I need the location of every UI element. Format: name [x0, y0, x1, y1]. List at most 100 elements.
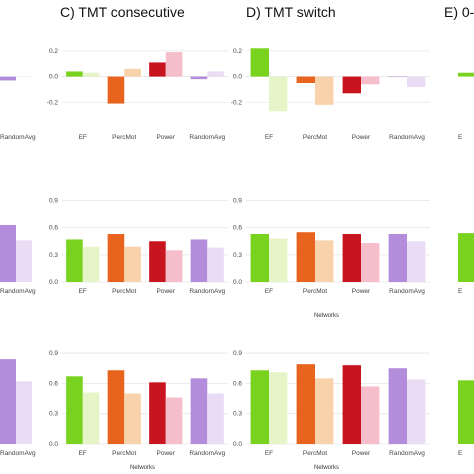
- y-tick-label: 0.0: [233, 279, 242, 286]
- x-tick-label: EF: [265, 134, 273, 141]
- bar-dark: [388, 76, 407, 78]
- y-tick-label: 0.3: [49, 411, 58, 418]
- panel-4: 0.0 0.3 0.6 0.9 EF PercMot Power RandomAvg: [49, 348, 228, 457]
- x-tick-label: EF: [79, 134, 87, 141]
- bar-dark: [342, 365, 361, 444]
- bar-dark: [296, 364, 315, 444]
- y-tick-label: 0.6: [233, 380, 242, 387]
- bar-dark: [0, 359, 16, 444]
- x-tick-label: Power: [157, 134, 176, 141]
- bar-light: [315, 76, 334, 105]
- bar-dark: [149, 382, 166, 444]
- bar-light: [269, 76, 288, 112]
- x-tick-label: E: [458, 288, 463, 295]
- left-panel-1: RandomAvg: [0, 196, 36, 295]
- y-tick-label: 0.9: [233, 350, 242, 357]
- y-tick-label: -0.2: [47, 99, 59, 106]
- bar-dark: [66, 71, 83, 77]
- bar-dark: [190, 378, 208, 444]
- bar-dark: [342, 76, 361, 94]
- y-tick-label: -0.2: [231, 99, 243, 106]
- x-tick-label: RandomAvg: [389, 134, 425, 141]
- y-tick-label: 0.0: [49, 74, 58, 81]
- x-tick-label: RandomAvg: [189, 134, 225, 141]
- y-tick-label: 0.3: [49, 252, 58, 259]
- x-tick-label: Power: [352, 134, 371, 141]
- bar-light: [124, 68, 141, 77]
- bar-light: [165, 397, 183, 444]
- bar-light: [315, 240, 334, 282]
- x-tick-label: Power: [157, 288, 176, 295]
- y-tick-label: 0.3: [233, 252, 242, 259]
- panel-2: 0.0 0.3 0.6 0.9 EF PercMot Power RandomAvg: [49, 196, 228, 295]
- bar-light: [16, 381, 32, 444]
- y-tick-label: 0.9: [233, 198, 242, 205]
- x-tick-label: RandomAvg: [0, 134, 36, 141]
- bar-dark: [107, 370, 125, 444]
- panel-d-title: D) TMT switch: [246, 4, 336, 20]
- x-tick-label: EF: [265, 288, 273, 295]
- y-tick-label: 0.2: [233, 48, 242, 55]
- x-tick-label: RandomAvg: [389, 288, 425, 295]
- right-panel-0: E: [452, 38, 474, 141]
- panel-0: -0.2 0.0 0.2 EF PercMot Power RandomAvg: [47, 38, 228, 141]
- y-tick-label: 0.2: [49, 48, 58, 55]
- y-tick-label: 0.0: [233, 441, 242, 448]
- bar-light: [124, 246, 141, 282]
- bar-light: [124, 393, 141, 444]
- bar-dark: [250, 370, 269, 444]
- y-tick-label: 0.6: [49, 225, 58, 232]
- col-d-x-axis-label: Networks: [314, 465, 340, 471]
- panel-1: -0.2 0.0 0.2 EF PercMot Power RandomAvg: [231, 38, 430, 141]
- bar-light: [82, 72, 100, 77]
- bar-light: [361, 386, 380, 444]
- bar-light: [82, 392, 100, 444]
- y-tick-label: 0.6: [49, 380, 58, 387]
- right-panel-2: E: [452, 348, 474, 457]
- bar-dark: [388, 234, 407, 282]
- y-tick-label: 0.9: [49, 198, 58, 205]
- bar-dark: [190, 76, 208, 80]
- bar-light: [361, 243, 380, 282]
- x-tick-label: E: [458, 450, 463, 457]
- x-tick-label: RandomAvg: [189, 288, 225, 295]
- bar-dark: [296, 76, 315, 83]
- bar-dark: [107, 76, 125, 104]
- x-tick-label: PercMot: [112, 450, 136, 457]
- left-panel-0: RandomAvg: [0, 38, 36, 141]
- bar-dark: [388, 368, 407, 444]
- bar-dark: [458, 72, 474, 77]
- bar-light: [407, 379, 426, 444]
- bar-dark: [342, 234, 361, 282]
- y-tick-label: 0.0: [233, 74, 242, 81]
- bar-dark: [250, 234, 269, 282]
- bar-dark: [296, 232, 315, 282]
- panel-background: [452, 38, 474, 128]
- col-c-x-axis-label: Networks: [130, 465, 156, 471]
- bar-light: [16, 240, 32, 282]
- bar-light: [269, 372, 288, 444]
- x-tick-label: E: [458, 134, 463, 141]
- x-tick-label: PercMot: [303, 134, 327, 141]
- bar-light: [165, 52, 183, 77]
- y-tick-label: 0.6: [233, 225, 242, 232]
- x-tick-label: EF: [79, 288, 87, 295]
- x-tick-label: Power: [157, 450, 176, 457]
- y-tick-label: 0.0: [49, 441, 58, 448]
- panel-3: 0.0 0.3 0.6 0.9 EF PercMot Power RandomAvg: [233, 196, 430, 295]
- bar-dark: [66, 239, 83, 282]
- y-tick-label: 0.0: [49, 279, 58, 286]
- panel-5: 0.0 0.3 0.6 0.9 EF PercMot Power RandomAvg: [233, 348, 430, 457]
- bar-light: [269, 238, 288, 282]
- panel-e-title: E) 0-b: [444, 4, 474, 20]
- bar-dark: [149, 241, 166, 282]
- x-tick-label: EF: [265, 450, 273, 457]
- bar-light: [207, 393, 224, 444]
- bar-light: [207, 71, 224, 77]
- bar-dark: [0, 224, 16, 282]
- bar-dark: [149, 62, 166, 77]
- right-panel-1: E: [452, 196, 474, 295]
- x-tick-label: RandomAvg: [189, 450, 225, 457]
- bar-dark: [0, 76, 16, 81]
